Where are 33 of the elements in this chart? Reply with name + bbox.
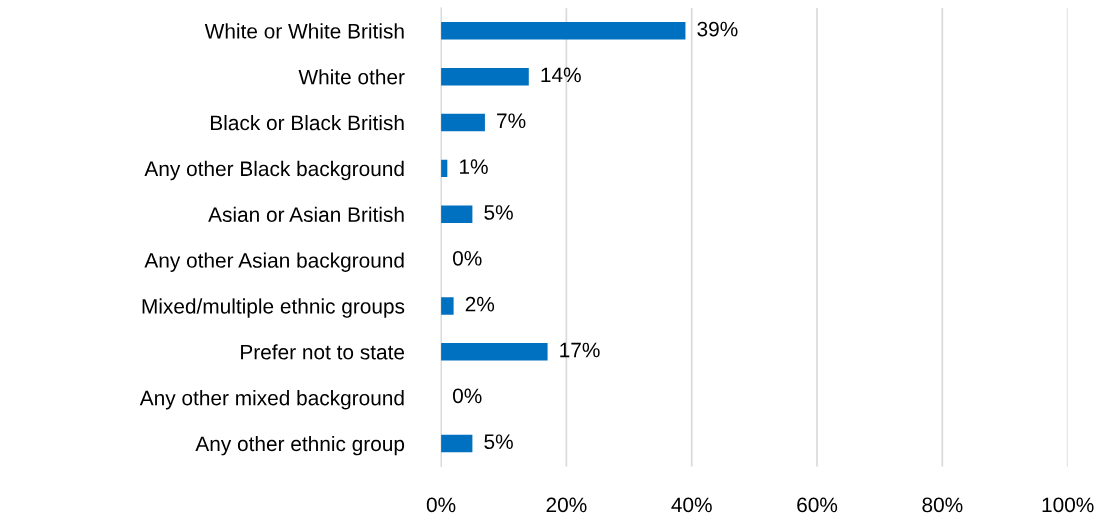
y-tick-label: Black or Black British <box>211 114 404 131</box>
bar <box>441 22 686 40</box>
x-tick-label: 20% <box>546 497 587 513</box>
y-tick-label: Any other ethnic group <box>195 435 405 456</box>
data-label: 39% <box>697 21 738 37</box>
data-label: 5% <box>484 205 513 220</box>
data-label: 0% <box>452 250 482 266</box>
bar <box>441 343 548 361</box>
y-tick-label: Any other Black background <box>144 160 404 181</box>
bar <box>441 113 485 132</box>
bar <box>441 297 454 315</box>
y-tick-label: Any other mixed background <box>139 390 404 410</box>
x-tick-label: 60% <box>797 497 838 513</box>
bar <box>441 205 473 223</box>
data-label: 0% <box>452 388 482 404</box>
data-label: 17% <box>560 342 600 358</box>
y-tick-label: Prefer not to state <box>241 344 405 360</box>
x-tick-label: 100% <box>1042 497 1094 513</box>
y-tick-label: Asian or Asian British <box>208 206 404 222</box>
y-tick-label: Mixed/multiple ethnic groups <box>142 298 405 318</box>
data-label: 2% <box>465 296 495 312</box>
bar <box>441 67 529 86</box>
y-tick-label: White or White British <box>204 23 404 39</box>
bar <box>441 434 473 453</box>
data-label: 14% <box>541 67 581 83</box>
x-tick-label: 80% <box>922 497 963 513</box>
data-label: 5% <box>484 434 513 450</box>
data-label: 7% <box>497 113 526 129</box>
y-tick-label: Any other Asian background <box>144 252 404 272</box>
data-label: 1% <box>460 159 488 174</box>
x-tick-label: 40% <box>671 497 712 513</box>
y-tick-label: White other <box>298 69 405 85</box>
x-tick-label: 0% <box>426 497 456 513</box>
